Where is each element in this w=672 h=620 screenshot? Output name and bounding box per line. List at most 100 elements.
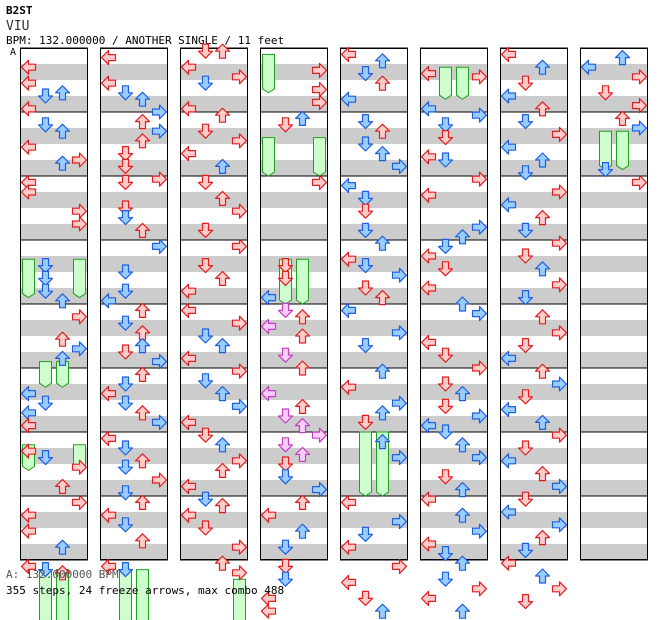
right-arrow-icon — [551, 517, 568, 533]
down-arrow-icon — [117, 158, 134, 174]
beat-stripe — [340, 128, 408, 144]
left-arrow-icon — [500, 139, 517, 155]
beat-stripe — [340, 160, 408, 176]
down-arrow-icon — [277, 571, 294, 587]
down-arrow-icon — [357, 590, 374, 607]
right-arrow-icon — [231, 453, 248, 469]
freeze-arrow — [22, 258, 35, 299]
beat-stripe — [260, 160, 328, 176]
down-arrow-icon — [517, 165, 534, 181]
chart-column — [20, 47, 88, 620]
right-arrow-icon — [551, 376, 568, 392]
right-arrow-icon — [551, 235, 568, 251]
beat-stripe — [340, 448, 408, 464]
down-arrow-icon — [37, 258, 54, 274]
up-arrow-icon — [54, 350, 71, 366]
left-arrow-icon — [420, 418, 437, 434]
beat-stripe — [20, 160, 88, 176]
left-arrow-icon — [420, 149, 437, 165]
down-arrow-icon — [357, 258, 374, 274]
right-arrow-icon — [311, 174, 328, 190]
down-arrow-icon — [277, 469, 294, 485]
column-border — [500, 48, 568, 560]
up-arrow-icon — [374, 603, 391, 619]
freeze-arrow — [616, 130, 629, 171]
right-arrow-icon — [631, 97, 648, 114]
down-arrow-icon — [357, 190, 374, 206]
down-arrow-icon — [197, 222, 214, 238]
beat-stripe — [20, 480, 88, 496]
beat-stripe — [580, 256, 648, 272]
left-arrow-icon — [420, 101, 437, 117]
up-arrow-icon — [54, 293, 71, 309]
left-arrow-icon — [420, 334, 437, 350]
left-arrow-icon — [20, 59, 37, 75]
down-arrow-icon — [37, 88, 54, 104]
left-arrow-icon — [420, 187, 437, 203]
down-arrow-icon — [197, 373, 214, 389]
beat-stripe — [180, 288, 248, 304]
beat-stripe — [180, 512, 248, 528]
right-arrow-icon — [631, 174, 648, 190]
up-arrow-icon — [214, 437, 231, 453]
down-arrow-icon — [517, 75, 534, 91]
left-arrow-icon — [180, 478, 197, 494]
beat-stripe — [420, 480, 488, 496]
column-border — [260, 48, 328, 560]
up-arrow-icon — [214, 270, 231, 286]
up-arrow-icon — [534, 568, 551, 584]
down-arrow-icon — [437, 238, 454, 254]
beat-stripe — [500, 256, 568, 272]
right-arrow-icon — [471, 581, 488, 597]
down-arrow-icon — [437, 130, 454, 146]
beat-stripe — [500, 96, 568, 112]
left-arrow-icon — [100, 49, 117, 66]
right-arrow-icon — [311, 427, 328, 443]
right-arrow-icon — [551, 581, 568, 597]
right-arrow-icon — [231, 315, 248, 331]
down-arrow-icon — [437, 571, 454, 587]
beat-stripe — [580, 288, 648, 304]
down-arrow-icon — [437, 398, 454, 414]
up-arrow-icon — [134, 494, 151, 510]
left-arrow-icon — [420, 65, 437, 82]
right-arrow-icon — [231, 363, 248, 379]
right-arrow-icon — [391, 558, 408, 575]
beat-stripe — [100, 64, 168, 80]
up-arrow-icon — [294, 418, 311, 434]
beat-stripe — [420, 192, 488, 208]
down-arrow-icon — [37, 395, 54, 411]
beat-stripe — [260, 480, 328, 496]
up-arrow-icon — [614, 49, 631, 66]
up-arrow-icon — [54, 123, 71, 139]
up-arrow-icon — [54, 478, 71, 494]
down-arrow-icon — [277, 302, 294, 318]
chart-column — [100, 47, 168, 620]
up-arrow-icon — [54, 565, 71, 581]
beat-stripe — [580, 160, 648, 176]
right-arrow-icon — [471, 408, 488, 424]
right-arrow-icon — [471, 171, 488, 187]
beat-stripe — [500, 288, 568, 304]
up-arrow-icon — [134, 366, 151, 382]
chart-column — [260, 47, 328, 619]
beat-stripe — [500, 224, 568, 240]
beat-stripe — [100, 480, 168, 496]
right-arrow-icon — [71, 459, 88, 475]
down-arrow-icon — [517, 389, 534, 405]
up-arrow-icon — [214, 498, 231, 514]
beat-stripe — [100, 256, 168, 272]
down-arrow-icon — [357, 338, 374, 354]
beat-stripe — [420, 544, 488, 560]
beat-stripe — [180, 544, 248, 560]
down-arrow-icon — [197, 123, 214, 139]
up-arrow-icon — [134, 338, 151, 354]
beat-stripe — [20, 448, 88, 464]
up-arrow-icon — [534, 210, 551, 226]
beat-stripe — [580, 128, 648, 144]
left-arrow-icon — [340, 574, 357, 591]
up-arrow-icon — [294, 494, 311, 510]
up-arrow-icon — [54, 331, 71, 347]
beat-stripe — [100, 416, 168, 432]
left-arrow-icon — [420, 536, 437, 552]
